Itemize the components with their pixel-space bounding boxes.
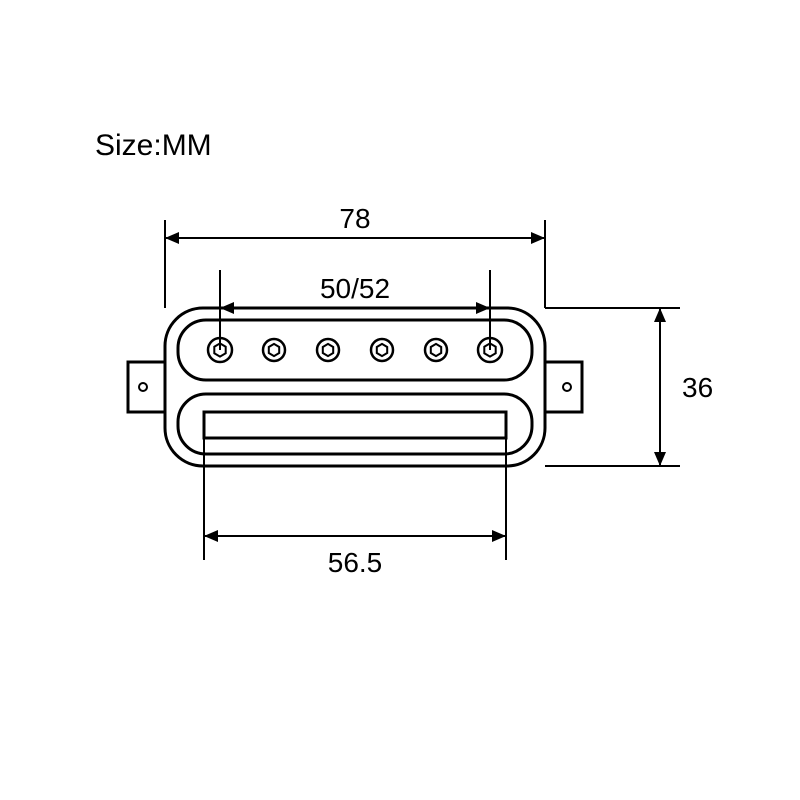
tab-hole xyxy=(139,383,147,391)
pole-piece xyxy=(425,339,447,361)
arrow xyxy=(531,232,545,244)
arrow xyxy=(165,232,179,244)
pole-hex xyxy=(377,344,387,356)
pickup-body xyxy=(165,308,545,466)
pole-hex xyxy=(431,344,441,356)
dim-5052: 50/52 xyxy=(320,273,390,304)
pole-piece xyxy=(317,339,339,361)
pole-hex xyxy=(323,344,333,356)
pole-hex xyxy=(269,344,279,356)
arrow xyxy=(492,530,506,542)
dim-78: 78 xyxy=(339,203,370,234)
tab-hole xyxy=(563,383,571,391)
dim-36: 36 xyxy=(682,372,713,403)
dim-565: 56.5 xyxy=(328,547,383,578)
pole-piece xyxy=(371,339,393,361)
arrow xyxy=(654,308,666,322)
arrow xyxy=(204,530,218,542)
arrow xyxy=(654,452,666,466)
pole-piece xyxy=(263,339,285,361)
bottom-coil xyxy=(178,394,532,454)
blade-slot xyxy=(204,412,506,438)
title-label: Size:MM xyxy=(95,129,212,162)
